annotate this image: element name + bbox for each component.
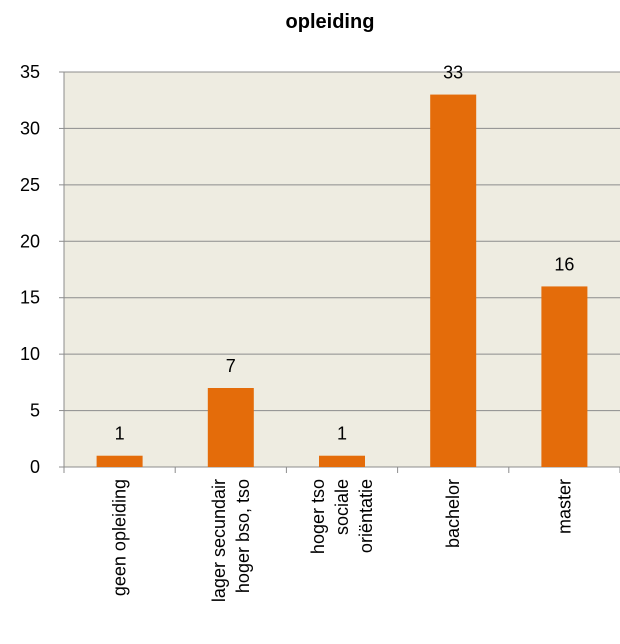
bar: [430, 94, 477, 468]
category-label: hoger tso sociale oriëntatie: [308, 479, 376, 554]
category-label: lager secundair hoger bso, tso: [209, 479, 253, 602]
y-tick-label: 5: [30, 401, 40, 421]
category-label-line: master: [554, 479, 574, 534]
y-tick-label: 10: [20, 344, 40, 364]
category-label: master: [554, 479, 574, 534]
data-label: 1: [115, 424, 125, 444]
y-tick-label: 15: [20, 288, 40, 308]
bars: [96, 94, 588, 468]
category-label-line: oriëntatie: [356, 479, 376, 553]
bar: [319, 455, 365, 467]
bar: [541, 286, 588, 467]
category-label-line: hoger tso: [308, 479, 328, 554]
data-labels: 1 7 1 33 16: [115, 63, 575, 444]
category-label-line: hoger bso, tso: [233, 479, 253, 593]
category-label-line: lager secundair: [209, 479, 229, 602]
category-label-line: geen opleiding: [110, 479, 130, 596]
category-labels: geen opleiding lager secundair hoger bso, …: [110, 479, 575, 602]
gridlines: [64, 71, 620, 412]
chart-title: opleiding: [286, 11, 375, 33]
category-label-line: bachelor: [443, 479, 463, 548]
category-label: bachelor: [443, 479, 463, 548]
data-label: 1: [337, 424, 347, 444]
plot-area: [64, 72, 620, 467]
axes: 0 5 10 15 20 25 30 35: [20, 62, 620, 477]
y-tick-label: 0: [30, 457, 40, 477]
category-label: geen opleiding: [110, 479, 130, 596]
data-label: 7: [226, 356, 236, 376]
bar: [207, 388, 254, 467]
y-tick-label: 30: [20, 118, 40, 138]
y-tick-label: 35: [20, 62, 40, 82]
data-label: 33: [443, 63, 463, 83]
y-tick-label: 25: [20, 175, 40, 195]
y-tick-label: 20: [20, 231, 40, 251]
data-label: 16: [554, 254, 574, 274]
bar: [96, 455, 143, 467]
category-label-line: sociale: [332, 479, 352, 535]
